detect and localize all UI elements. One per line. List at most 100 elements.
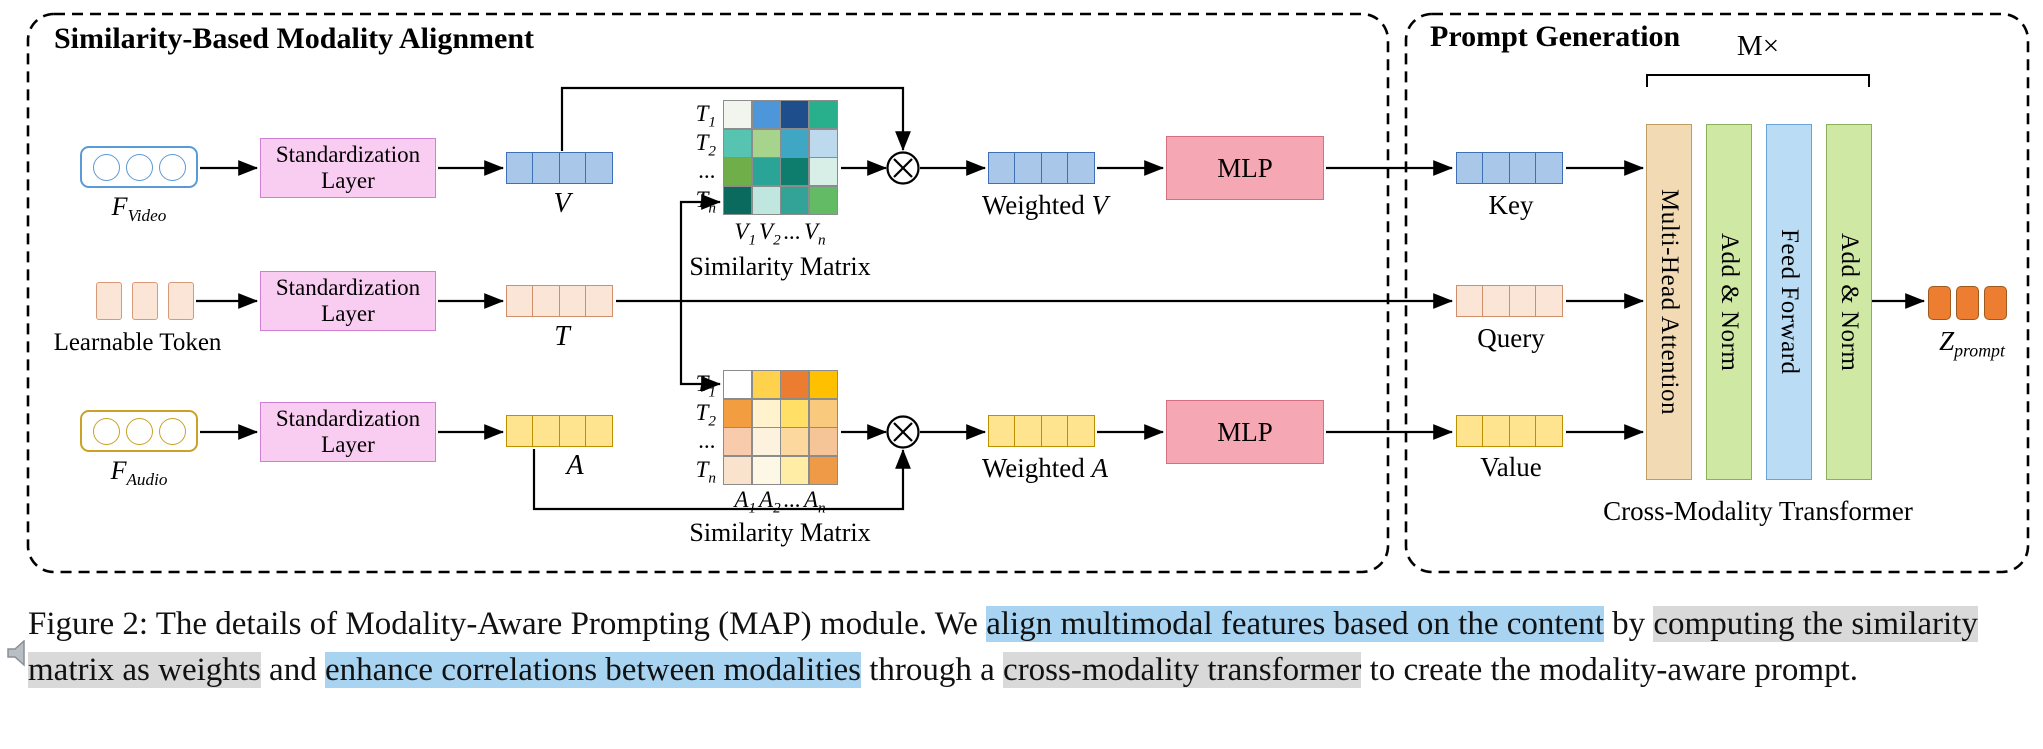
feature-cell — [1456, 285, 1484, 317]
add-norm-block-1: Add & Norm — [1706, 124, 1752, 480]
similarity-matrix-cell — [724, 101, 751, 128]
f-audio-token — [80, 410, 198, 452]
query-cells — [1456, 285, 1563, 317]
weighted-v-var: V — [1091, 190, 1109, 220]
caption-highlight-blue: enhance correlations between modalities — [324, 651, 861, 688]
matrix-axis-label: An — [803, 487, 826, 517]
weighted-a-var: A — [1091, 453, 1109, 483]
similarity-matrix-cell — [809, 129, 837, 157]
feed-forward-label: Feed Forward — [1776, 229, 1803, 375]
figure-caption: Figure 2: The details of Modality-Aware … — [28, 602, 2026, 693]
f-audio-label: FAudio — [110, 456, 168, 490]
similarity-matrix-cell — [752, 158, 780, 186]
feature-cell — [92, 153, 120, 181]
value-label: Value — [1480, 452, 1542, 482]
standardization-layer-line1: Standardization — [275, 142, 421, 168]
feature-cell — [125, 417, 153, 445]
similarity-matrix-cell — [809, 158, 837, 186]
matrix-row-label: ... — [698, 428, 716, 453]
feature-cell — [1066, 152, 1095, 184]
repeat-count-label: M× — [1736, 30, 1780, 62]
similarity-matrix-cell — [752, 456, 780, 484]
weighted-a-label: Weighted A — [955, 453, 1135, 484]
feature-cell — [1456, 152, 1484, 184]
feature-cell — [558, 415, 587, 447]
feature-cell — [532, 285, 561, 317]
mlp-box-video: MLP — [1166, 136, 1324, 200]
value-cells — [1456, 415, 1563, 447]
caption-highlight-gray: cross-modality transformer — [1003, 651, 1362, 688]
similarity-matrix-cell — [809, 399, 837, 427]
feature-cell — [1928, 286, 1951, 320]
similarity-matrix-cell — [724, 428, 751, 456]
caption-text: through a — [860, 651, 1004, 688]
feature-cell — [1482, 285, 1511, 317]
matrix-axis-label: V2 — [759, 219, 781, 249]
similarity-matrix-cell — [752, 186, 780, 214]
multi-head-attention-block: Multi-Head Attention — [1646, 124, 1692, 480]
feature-cell — [532, 415, 561, 447]
feature-cell — [1508, 415, 1537, 447]
caption-text: to — [1361, 651, 1404, 688]
v-label: V — [553, 188, 571, 219]
similarity-matrix-cell — [781, 158, 809, 186]
multi-head-attention-label: Multi-Head Attention — [1656, 189, 1683, 415]
similarity-matrix-cell — [781, 371, 809, 398]
standardization-layer-line2: Layer — [321, 168, 375, 193]
feature-cell — [532, 152, 561, 184]
feature-cell — [584, 152, 613, 184]
f-audio-circles — [92, 417, 186, 445]
similarity-matrix-cell — [752, 399, 780, 427]
add-norm-label: Add & Norm — [1836, 232, 1863, 372]
caption-highlight-blue: align multimodal features based on the c… — [986, 606, 1604, 642]
similarity-matrix-cell — [752, 129, 780, 157]
similarity-matrix-caption-audio: Similarity Matrix — [689, 518, 871, 547]
feature-cell — [1456, 415, 1484, 447]
matrix-row-label: Tn — [695, 457, 716, 487]
standardization-layer-line2: Layer — [321, 301, 375, 326]
feature-cell — [988, 415, 1016, 447]
similarity-matrix-cell — [781, 428, 809, 456]
weighted-v-label: Weighted V — [955, 190, 1135, 221]
audio-matrix-col-labels: A1 A2... An — [690, 487, 870, 518]
similarity-matrix-cell — [724, 371, 751, 398]
similarity-matrix-cell — [781, 456, 809, 484]
audio-similarity-matrix — [723, 370, 838, 485]
t-feature-cells — [506, 285, 613, 317]
weighted-v-cells — [988, 152, 1095, 184]
feature-cell — [96, 282, 122, 320]
similarity-matrix-cell — [809, 101, 837, 128]
similarity-matrix-cell — [724, 129, 751, 157]
feature-cell — [1040, 415, 1069, 447]
feature-cell — [1066, 415, 1095, 447]
feature-cell — [92, 417, 120, 445]
similarity-matrix-cell — [752, 371, 780, 398]
similarity-matrix-cell — [724, 399, 751, 427]
add-norm-label: Add & Norm — [1716, 232, 1743, 372]
standardization-layer-box-audio: Standardization Layer — [260, 402, 436, 462]
weighted-v-text: Weighted — [981, 190, 1092, 220]
feature-cell — [158, 417, 186, 445]
matrix-row-label: Tn — [695, 187, 716, 217]
prompt-generation-section-title: Prompt Generation — [1430, 20, 1681, 53]
similarity-matrix-cell — [752, 101, 780, 128]
feature-cell — [584, 285, 613, 317]
matrix-row-label: T1 — [695, 101, 716, 131]
feature-cell — [1508, 285, 1537, 317]
feature-cell — [158, 153, 186, 181]
z-prompt-cells — [1928, 286, 2007, 320]
mlp-box-audio: MLP — [1166, 400, 1324, 464]
feature-cell — [506, 285, 534, 317]
a-label: A — [566, 450, 584, 481]
add-norm-block-2: Add & Norm — [1826, 124, 1872, 480]
matrix-axis-label: ... — [783, 219, 801, 244]
similarity-matrix-cell — [781, 399, 809, 427]
feature-cell — [584, 415, 613, 447]
cross-modality-transformer-caption: Cross-Modality Transformer — [1603, 496, 1913, 526]
feature-cell — [125, 153, 153, 181]
video-matrix-col-labels: V1 V2... Vn — [690, 219, 870, 250]
similarity-matrix-cell — [809, 371, 837, 398]
feature-cell — [168, 282, 194, 320]
feature-cell — [1508, 152, 1537, 184]
